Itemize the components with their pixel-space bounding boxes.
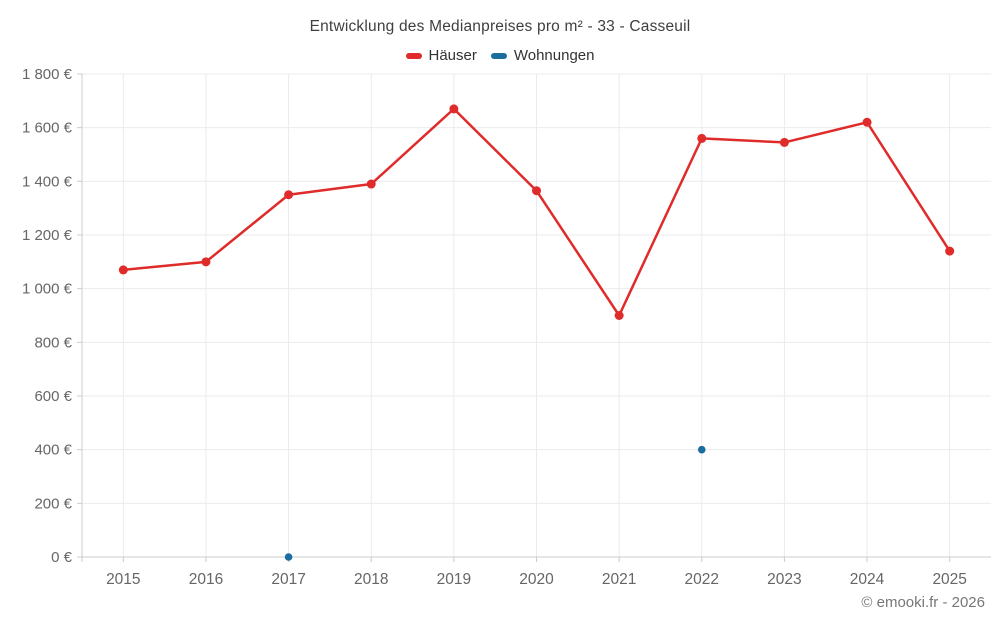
- x-axis-tick-label: 2015: [106, 571, 140, 588]
- x-axis-tick-label: 2024: [850, 571, 885, 588]
- x-axis-tick-label: 2017: [271, 571, 305, 588]
- data-point-hauser-2024[interactable]: [862, 117, 872, 127]
- y-axis-tick-label: 200 €: [34, 495, 72, 512]
- y-axis-tick-label: 800 €: [34, 334, 72, 351]
- data-point-hauser-2023[interactable]: [779, 137, 789, 147]
- x-axis-tick-label: 2020: [519, 571, 554, 588]
- legend-label-hauser: Häuser: [428, 47, 477, 64]
- data-point-wohnungen-2022[interactable]: [697, 445, 706, 454]
- copyright-credit: © emooki.fr - 2026: [861, 594, 985, 611]
- chart-legend: Häuser Wohnungen: [0, 47, 1000, 64]
- y-axis-tick-label: 1 000 €: [22, 281, 73, 298]
- y-axis-tick-label: 0 €: [51, 549, 73, 566]
- legend-item-hauser[interactable]: Häuser: [405, 47, 477, 64]
- x-axis-tick-label: 2025: [932, 571, 966, 588]
- data-point-wohnungen-2017[interactable]: [284, 553, 293, 561]
- data-point-hauser-2025[interactable]: [945, 246, 955, 256]
- y-axis-tick-label: 1 800 €: [22, 66, 73, 83]
- x-axis-tick-label: 2021: [602, 571, 636, 588]
- y-axis-tick-label: 400 €: [34, 442, 72, 459]
- x-axis-tick-label: 2019: [437, 571, 471, 588]
- y-axis-tick-label: 600 €: [34, 388, 72, 405]
- data-point-hauser-2021[interactable]: [614, 311, 624, 320]
- y-axis-tick-label: 1 200 €: [22, 227, 73, 244]
- hauser-legend-marker-icon: [405, 52, 422, 59]
- x-axis-tick-label: 2016: [189, 571, 223, 588]
- data-point-hauser-2018[interactable]: [366, 179, 376, 189]
- y-axis-tick-label: 1 400 €: [22, 173, 73, 190]
- data-point-hauser-2015[interactable]: [118, 265, 128, 275]
- data-point-hauser-2016[interactable]: [201, 257, 211, 267]
- data-point-hauser-2022[interactable]: [697, 133, 707, 143]
- data-point-hauser-2019[interactable]: [449, 104, 459, 114]
- legend-label-wohnungen: Wohnungen: [513, 47, 595, 64]
- wohnungen-legend-marker-icon: [490, 52, 507, 59]
- x-axis-tick-label: 2022: [685, 571, 719, 588]
- data-point-hauser-2020[interactable]: [532, 186, 541, 196]
- chart-title: Entwicklung des Medianpreises pro m² - 3…: [309, 18, 691, 35]
- data-point-hauser-2017[interactable]: [284, 190, 294, 200]
- y-axis-tick-label: 1 600 €: [22, 120, 73, 137]
- legend-item-wohnungen[interactable]: Wohnungen: [490, 47, 595, 64]
- x-axis-tick-label: 2018: [354, 571, 388, 588]
- x-axis-tick-label: 2023: [767, 571, 801, 588]
